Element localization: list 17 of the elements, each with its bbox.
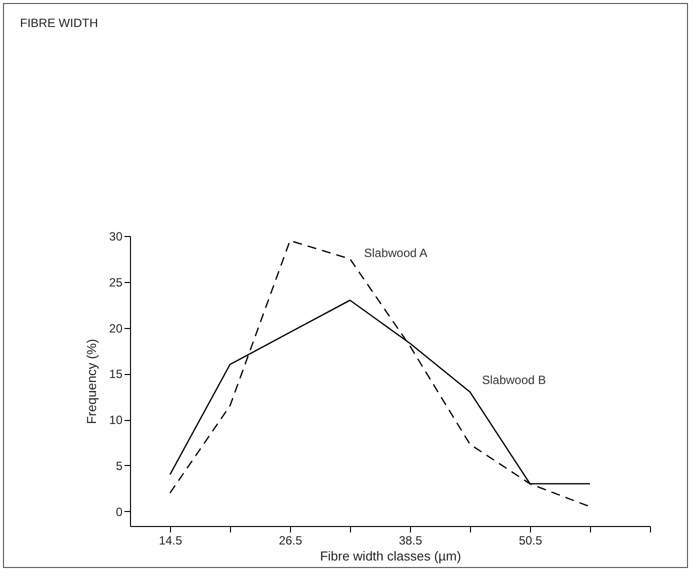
y-tick-label: 0	[116, 504, 123, 519]
y-tick-label: 25	[109, 275, 123, 290]
y-tick-label: 10	[109, 413, 123, 428]
y-tick-label: 15	[109, 367, 123, 382]
series-label: Slabwood A	[364, 246, 428, 260]
y-tick-label: 20	[109, 321, 123, 336]
y-axis-title: Frequency (%)	[84, 338, 100, 424]
chart-title: FIBRE WIDTH	[20, 16, 98, 30]
x-tick-label: 14.5	[158, 534, 182, 548]
x-axis-title: Fibre width classes (µm)	[320, 548, 462, 564]
series-label: Slabwood B	[482, 373, 546, 388]
x-tick-label: 38.5	[398, 534, 422, 548]
line-series	[169, 240, 591, 508]
y-tick-label: 5	[116, 458, 123, 473]
x-tick-label: 26.5	[278, 534, 302, 548]
y-tick-label: 30	[109, 230, 123, 244]
x-tick-label: 50.5	[518, 534, 542, 548]
